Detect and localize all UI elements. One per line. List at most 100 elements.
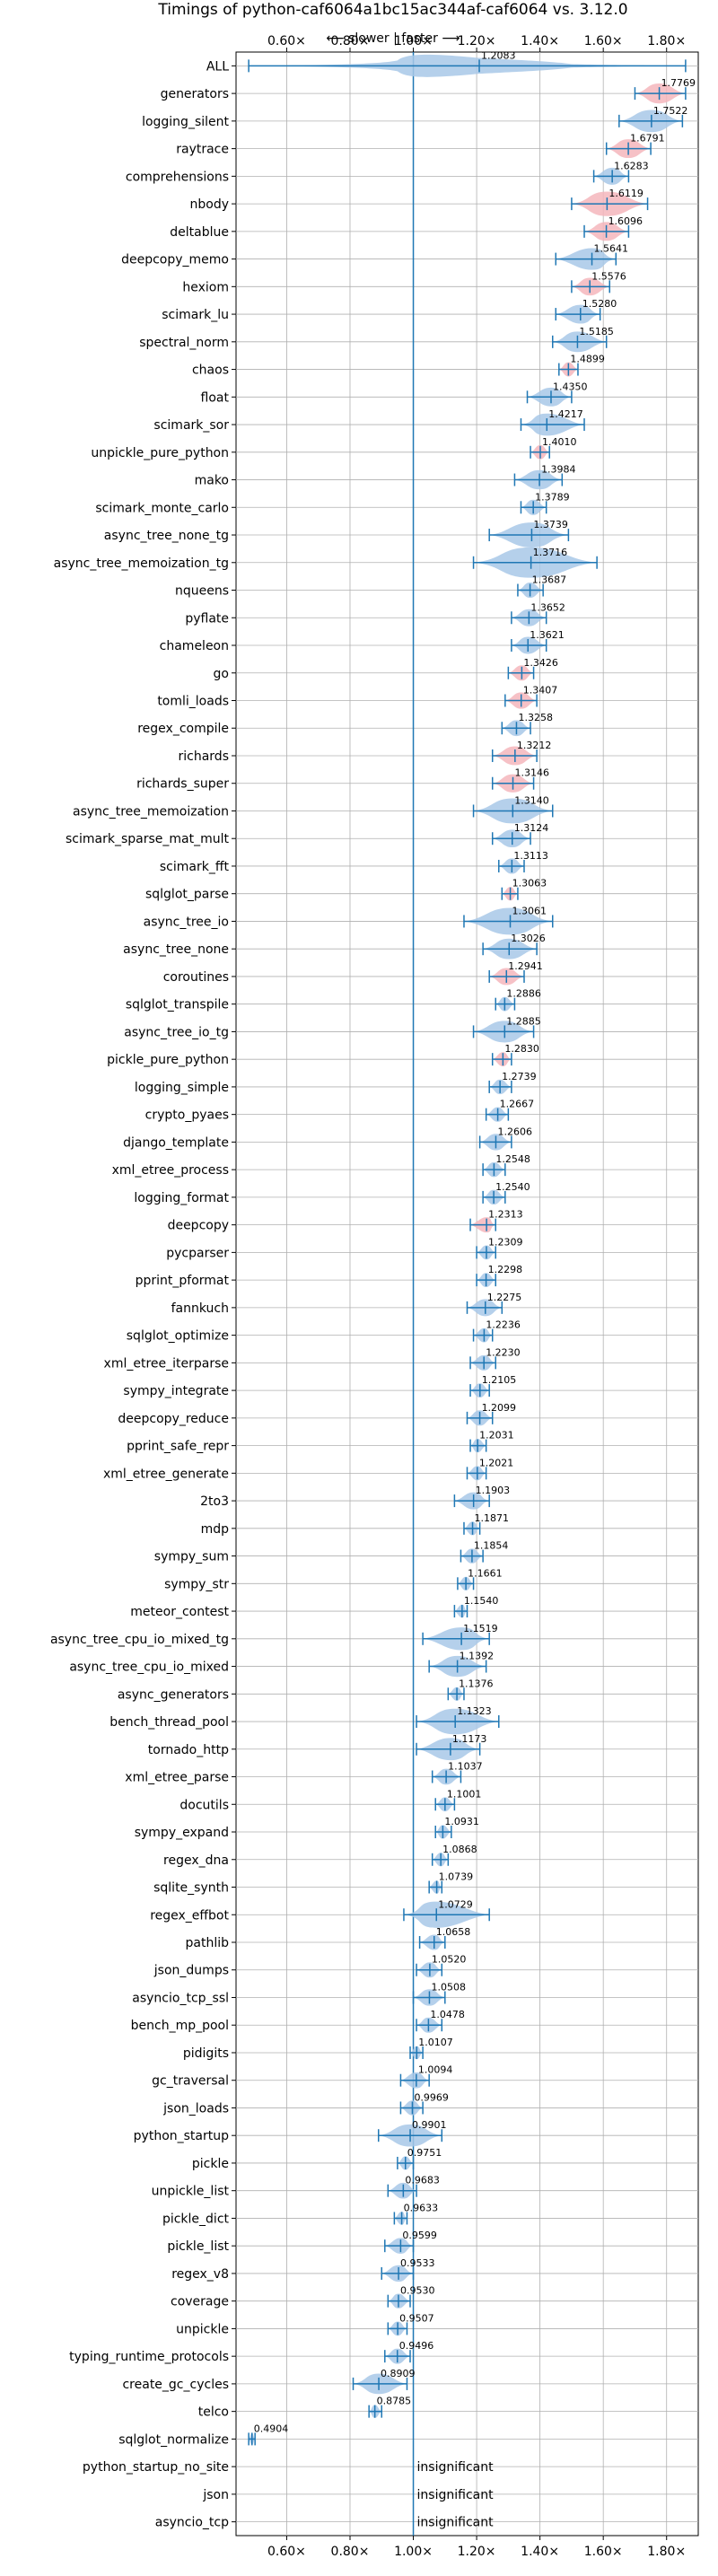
category-label: scimark_fft <box>160 860 230 874</box>
category-label: bench_thread_pool <box>109 1715 229 1730</box>
value-label: 0.9901 <box>412 2119 447 2131</box>
insignificant-label: insignificant <box>417 2488 495 2502</box>
value-label: 0.9969 <box>414 2091 449 2103</box>
category-label: async_tree_io_tg <box>124 1025 229 1039</box>
category-label: create_gc_cycles <box>122 2378 229 2392</box>
category-label: sympy_sum <box>154 1550 229 1564</box>
value-label: 1.2031 <box>479 1430 514 1441</box>
value-label: 1.0107 <box>418 2037 453 2048</box>
category-label: go <box>214 667 229 681</box>
category-label: pycparser <box>166 1246 229 1260</box>
violins: 1.2083 1.7769 1.7522 1.6791 1.6283 1.6119 1.60… <box>248 49 696 2536</box>
category-label: nbody <box>190 197 230 212</box>
value-label: 1.2021 <box>479 1457 514 1468</box>
tick-label-bottom: 1.40× <box>521 2545 559 2559</box>
category-label: sqlglot_optimize <box>127 1329 229 1344</box>
value-label: 1.3063 <box>512 878 547 889</box>
category-label: pprint_pformat <box>136 1274 230 1288</box>
category-label: xml_etree_iterparse <box>104 1356 229 1371</box>
category-label: tomli_loads <box>157 694 229 708</box>
value-label: 1.0739 <box>439 1871 473 1883</box>
category-label: tornado_http <box>148 1743 229 1757</box>
tick-label-top: 1.60× <box>584 34 623 48</box>
category-label: sympy_integrate <box>123 1384 229 1398</box>
tick-label-bottom: 1.60× <box>584 2545 623 2559</box>
value-label: 1.1173 <box>452 1733 487 1745</box>
category-label: pickle_list <box>167 2239 229 2254</box>
tick-label-top: 0.60× <box>267 34 306 48</box>
tick-label-top: 1.20× <box>458 34 496 48</box>
value-label: 0.4904 <box>254 2423 289 2434</box>
value-label: 1.3146 <box>515 767 550 779</box>
category-label: sqlglot_transpile <box>126 998 229 1012</box>
category-label: unpickle <box>176 2322 229 2336</box>
category-label: deltablue <box>170 225 229 240</box>
value-label: 1.2941 <box>508 960 543 972</box>
category-label: async_tree_none_tg <box>104 529 229 543</box>
chart-title: Timings of python-caf6064a1bc15ac344af-c… <box>157 1 627 19</box>
value-label: 1.1540 <box>464 1595 499 1607</box>
value-label: 0.9633 <box>404 2202 439 2213</box>
value-label: 1.3621 <box>530 629 565 641</box>
value-label: 0.9533 <box>400 2257 435 2269</box>
category-label: async_tree_memoization <box>73 804 229 819</box>
insignificant-label: insignificant <box>417 2516 495 2530</box>
value-label: 1.5576 <box>591 270 626 282</box>
value-label: 1.2313 <box>488 1209 523 1221</box>
value-label: 1.3258 <box>518 712 553 723</box>
tick-label-bottom: 0.80× <box>331 2545 370 2559</box>
category-label: pprint_safe_repr <box>127 1440 229 1454</box>
category-label: coroutines <box>163 970 229 985</box>
value-label: 1.4350 <box>553 381 588 392</box>
value-label: 1.3687 <box>532 574 567 586</box>
category-label: scimark_sor <box>153 418 229 433</box>
value-label: 1.3407 <box>523 684 558 696</box>
value-label: 1.2236 <box>486 1319 521 1331</box>
tick-label-top: 1.80× <box>647 34 686 48</box>
category-label: xml_etree_generate <box>103 1467 229 1481</box>
value-label: 1.2540 <box>495 1181 530 1193</box>
value-label: 1.0508 <box>431 1981 466 1993</box>
value-label: 0.9530 <box>400 2285 435 2297</box>
category-label: fannkuch <box>171 1301 229 1316</box>
category-label: async_tree_cpu_io_mixed <box>69 1660 229 1675</box>
category-label: scimark_monte_carlo <box>95 501 229 515</box>
category-label: pidigits <box>183 2046 229 2061</box>
category-labels: ALL generators logging_silent raytrace compr… <box>50 59 230 2529</box>
category-label: deepcopy_reduce <box>118 1412 229 1426</box>
tick-label-bottom: 1.80× <box>647 2545 686 2559</box>
category-label: asyncio_tcp <box>155 2516 229 2530</box>
value-label: 1.0931 <box>444 1816 479 1827</box>
value-label: 1.2275 <box>487 1292 522 1303</box>
category-label: regex_v8 <box>171 2267 229 2282</box>
category-label: pickle <box>192 2157 229 2171</box>
category-label: unpickle_pure_python <box>91 446 229 460</box>
category-label: json_dumps <box>153 1964 229 1978</box>
value-label: 1.1037 <box>448 1761 483 1773</box>
category-label: async_tree_memoization_tg <box>54 556 229 571</box>
value-label: 1.3426 <box>523 657 558 669</box>
category-label: docutils <box>180 1798 229 1812</box>
value-label: 1.2099 <box>482 1402 517 1414</box>
value-label: 1.0094 <box>418 2064 453 2076</box>
value-label: 0.9683 <box>405 2175 440 2186</box>
category-label: generators <box>161 87 229 101</box>
category-label: unpickle_list <box>152 2185 230 2199</box>
category-label: python_startup <box>134 2129 229 2143</box>
value-label: 1.2606 <box>497 1126 532 1137</box>
value-label: 1.2105 <box>482 1374 517 1386</box>
category-label: typing_runtime_protocols <box>69 2350 229 2364</box>
tick-label-top: 1.00× <box>394 34 433 48</box>
x-axis-ticks: 0.60× 0.60× 0.80× 0.80× 1.00× 1.00× 1.20× 1.20×… <box>232 34 686 2559</box>
value-label: 1.3026 <box>511 933 546 944</box>
value-label: 0.9507 <box>399 2312 434 2324</box>
value-label: 1.3652 <box>530 601 565 613</box>
value-label: 1.4217 <box>548 408 583 420</box>
category-label: asyncio_tcp_ssl <box>132 1991 229 2005</box>
value-label: 1.7522 <box>653 105 688 117</box>
value-label: 1.0520 <box>432 1954 467 1966</box>
category-label: richards_super <box>136 777 229 792</box>
value-label: 1.3124 <box>514 822 549 834</box>
category-label: coverage <box>171 2295 229 2309</box>
category-label: async_tree_io <box>144 915 229 929</box>
